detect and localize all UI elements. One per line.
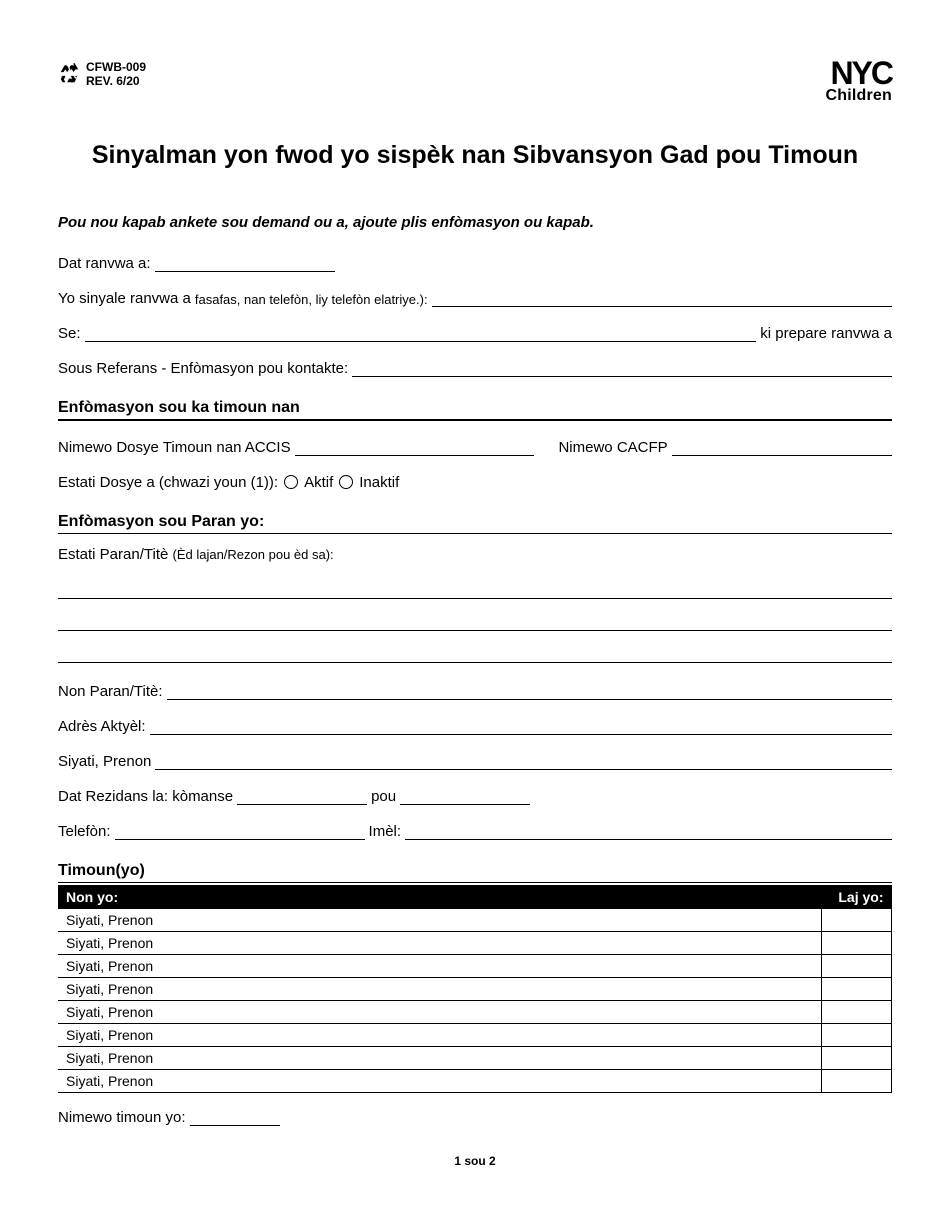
intro-text: Pou nou kapab ankete sou demand ou a, aj… [58,214,892,231]
parent-name-row: Non Paran/Titè: [58,683,892,700]
child-name-cell[interactable]: Siyati, Prenon [58,932,822,955]
parent-address-row: Adrès Aktyèl: [58,718,892,735]
residence-start-label: Dat Rezidans la: kòmanse [58,788,233,805]
logo-main: NYC [826,60,893,87]
phone-label: Telefòn: [58,823,111,840]
page-number: 1 sou 2 [58,1154,892,1168]
field-reported: Yo sinyale ranvwa a fasafas, nan telefòn… [58,290,892,307]
reported-note: fasafas, nan telefòn, liy telefòn elatri… [195,292,428,307]
phone-input[interactable] [115,824,365,840]
parent-name-input[interactable] [167,684,893,700]
child-age-cell[interactable] [822,978,892,1001]
source-label: Sous Referans - Enfòmasyon pou kontakte: [58,360,348,377]
table-row: Siyati, Prenon [58,1070,892,1093]
parent-status-label: Estati Paran/Titè [58,546,173,563]
radio-inactive[interactable] [339,475,353,489]
email-input[interactable] [405,824,892,840]
child-age-cell[interactable] [822,932,892,955]
table-row: Siyati, Prenon [58,978,892,1001]
cacfp-input[interactable] [672,440,892,456]
parent-address-label: Adrès Aktyèl: [58,718,146,735]
child-age-cell[interactable] [822,909,892,932]
logo-sub: Children [826,87,893,105]
child-age-cell[interactable] [822,1070,892,1093]
table-row: Siyati, Prenon [58,1001,892,1024]
case-status-row: Estati Dosye a (chwazi youn (1)): Aktif … [58,474,892,491]
child-age-cell[interactable] [822,1047,892,1070]
table-row: Siyati, Prenon [58,1024,892,1047]
child-name-cell[interactable]: Siyati, Prenon [58,955,822,978]
child-name-cell[interactable]: Siyati, Prenon [58,909,822,932]
case-numbers-row: Nimewo Dosye Timoun nan ACCIS Nimewo CAC… [58,439,892,456]
field-se: Se: ki prepare ranvwa a [58,325,892,342]
parent-status-row: Estati Paran/Titè (Èd lajan/Rezon pou èd… [58,546,892,563]
child-age-cell[interactable] [822,1024,892,1047]
children-count-input[interactable] [190,1110,280,1126]
section-case-heading: Enfòmasyon sou ka timoun nan [58,399,892,417]
email-label: Imèl: [369,823,402,840]
residence-to-label: pou [371,788,396,805]
parent-address-input[interactable] [150,719,892,735]
status-inactive-label: Inaktif [359,474,399,491]
child-age-cell[interactable] [822,1001,892,1024]
form-revision: REV. 6/20 [86,74,146,88]
parent-residence-row: Dat Rezidans la: kòmanse pou [58,788,892,805]
form-id-text: CFWB-009 REV. 6/20 [86,60,146,89]
section-parent-heading: Enfòmasyon sou Paran yo: [58,513,892,531]
parent-contact-row: Telefòn: Imèl: [58,823,892,840]
form-id-block: CFWB-009 REV. 6/20 [58,60,146,89]
parent-status-line-3[interactable] [58,635,892,663]
accis-input[interactable] [295,440,535,456]
section-children-heading: Timoun(yo) [58,862,892,880]
table-row: Siyati, Prenon [58,1047,892,1070]
residence-end-input[interactable] [400,789,530,805]
parent-status-line-1[interactable] [58,571,892,599]
child-name-cell[interactable]: Siyati, Prenon [58,1001,822,1024]
parent-city-row: Siyati, Prenon [58,753,892,770]
form-number: CFWB-009 [86,60,146,74]
residence-start-input[interactable] [237,789,367,805]
children-table: Non yo: Laj yo: Siyati, Prenon Siyati, P… [58,885,892,1093]
table-row: Siyati, Prenon [58,909,892,932]
reported-label: Yo sinyale ranvwa a [58,290,191,307]
table-row: Siyati, Prenon [58,932,892,955]
page-title: Sinyalman yon fwod yo sispèk nan Sibvans… [58,141,892,170]
col-name-header: Non yo: [58,885,822,909]
parent-name-label: Non Paran/Titè: [58,683,163,700]
field-date: Dat ranvwa a: [58,255,892,272]
parent-city-input[interactable] [155,754,892,770]
children-count-row: Nimewo timoun yo: [58,1109,892,1126]
source-input[interactable] [352,361,892,377]
recycle-icon [58,63,80,85]
se-suffix: ki prepare ranvwa a [760,325,892,342]
se-label: Se: [58,325,81,342]
table-row: Siyati, Prenon [58,955,892,978]
parent-status-note: (Èd lajan/Rezon pou èd sa): [173,547,334,562]
col-age-header: Laj yo: [822,885,892,909]
section-children-rule [58,882,892,883]
nyc-children-logo: NYC Children [826,60,893,105]
status-label: Estati Dosye a (chwazi youn (1)): [58,474,278,491]
field-source: Sous Referans - Enfòmasyon pou kontakte: [58,360,892,377]
child-name-cell[interactable]: Siyati, Prenon [58,978,822,1001]
child-name-cell[interactable]: Siyati, Prenon [58,1070,822,1093]
se-input[interactable] [85,326,757,342]
page-header: CFWB-009 REV. 6/20 NYC Children [58,60,892,105]
child-name-cell[interactable]: Siyati, Prenon [58,1024,822,1047]
accis-label: Nimewo Dosye Timoun nan ACCIS [58,439,291,456]
children-count-label: Nimewo timoun yo: [58,1109,186,1126]
cacfp-label: Nimewo CACFP [558,439,667,456]
child-name-cell[interactable]: Siyati, Prenon [58,1047,822,1070]
status-active-label: Aktif [304,474,333,491]
section-case-rule [58,419,892,421]
parent-city-label: Siyati, Prenon [58,753,151,770]
date-label: Dat ranvwa a: [58,255,151,272]
section-parent-rule [58,533,892,534]
date-input[interactable] [155,256,335,272]
radio-active[interactable] [284,475,298,489]
parent-status-line-2[interactable] [58,603,892,631]
reported-input[interactable] [432,291,892,307]
child-age-cell[interactable] [822,955,892,978]
